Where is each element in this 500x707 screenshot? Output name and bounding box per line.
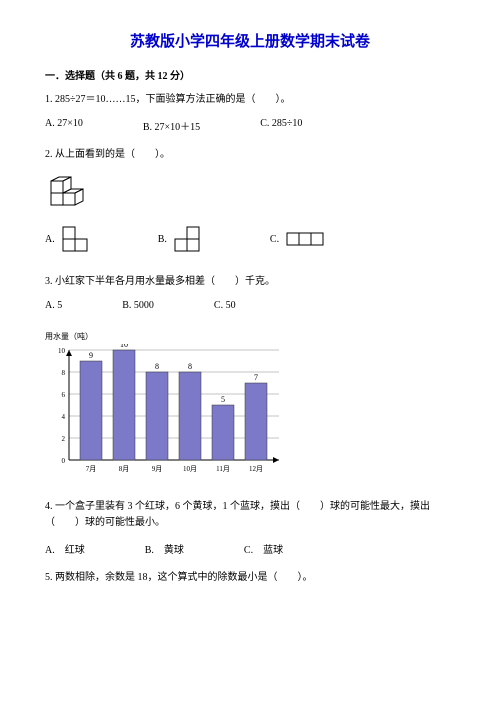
q3-opt-a: A. 5 — [45, 300, 62, 311]
q1-opt-c: C. 285÷10 — [260, 118, 302, 133]
question-4: 4. 一个盒子里装有 3 个红球，6 个黄球，1 个蓝球，摸出（ ）球的可能性最… — [45, 499, 455, 531]
q3-options: A. 5 B. 5000 C. 50 — [45, 300, 455, 311]
chart-ylabel: 用水量（吨） — [45, 331, 455, 342]
q4-opt-c: C. 蓝球 — [244, 541, 283, 556]
svg-text:8: 8 — [188, 362, 192, 371]
q4-opt-b: B. 黄球 — [145, 541, 184, 556]
svg-text:7: 7 — [254, 373, 258, 382]
q1-options: A. 27×10 B. 27×10＋15 C. 285÷10 — [45, 118, 455, 133]
water-chart: 用水量（吨） 0 2 4 6 8 10 9 7月 10 8月 8 9月 8 10月 5 11月 7 12月 — [45, 331, 455, 481]
q2-options: A. B. C. — [45, 226, 455, 252]
question-3: 3. 小红家下半年各月用水量最多相差（ ）千克。 — [45, 274, 455, 290]
svg-text:11月: 11月 — [216, 465, 230, 473]
svg-text:6: 6 — [62, 391, 66, 399]
question-1: 1. 285÷27＝10……15，下面验算方法正确的是（ ）。 — [45, 92, 455, 108]
svg-text:10月: 10月 — [183, 465, 197, 473]
svg-text:2: 2 — [62, 435, 66, 443]
svg-text:5: 5 — [221, 395, 225, 404]
q4-options: A. 红球 B. 黄球 C. 蓝球 — [45, 541, 455, 556]
page-title: 苏教版小学四年级上册数学期末试卷 — [45, 30, 455, 51]
q3-opt-b: B. 5000 — [122, 300, 154, 311]
q4-opt-a: A. 红球 — [45, 541, 85, 556]
q1-opt-a: A. 27×10 — [45, 118, 83, 133]
q3-opt-c: C. 50 — [214, 300, 236, 311]
shape-b-icon — [174, 226, 200, 252]
shape-c-icon — [286, 232, 324, 246]
q2-opt-b-label: B. — [158, 234, 167, 245]
q1-opt-b: B. 27×10＋15 — [143, 118, 200, 133]
svg-text:8: 8 — [155, 362, 159, 371]
svg-text:9月: 9月 — [152, 465, 163, 473]
svg-text:0: 0 — [62, 457, 66, 465]
svg-text:8月: 8月 — [119, 465, 130, 473]
svg-text:10: 10 — [58, 347, 66, 355]
section-header: 一．选择题（共 6 题，共 12 分） — [45, 67, 455, 82]
svg-text:8: 8 — [62, 369, 66, 377]
shape-a-icon — [62, 226, 88, 252]
question-5: 5. 两数相除，余数是 18，这个算式中的除数最小是（ ）。 — [45, 570, 455, 586]
cubes-icon — [45, 173, 455, 216]
svg-text:7月: 7月 — [86, 465, 97, 473]
svg-text:12月: 12月 — [249, 465, 263, 473]
svg-text:9: 9 — [89, 351, 93, 360]
svg-text:4: 4 — [62, 413, 66, 421]
question-2: 2. 从上面看到的是（ ）。 — [45, 147, 455, 163]
svg-text:10: 10 — [120, 344, 128, 349]
q2-opt-c-label: C. — [270, 234, 279, 245]
q2-opt-a-label: A. — [45, 234, 55, 245]
